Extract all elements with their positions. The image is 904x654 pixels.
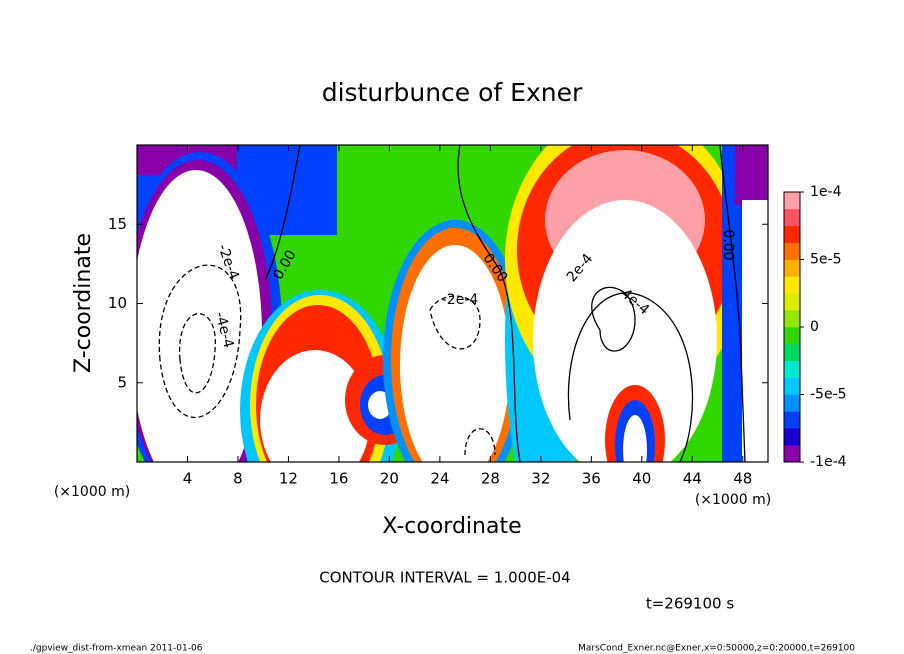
contour-label: 0.00 [720,229,736,260]
colorbar-tick-label: 5e-5 [810,252,841,268]
colorbar-segment [784,445,800,463]
colorbar-segment [784,394,800,412]
colorbar-segment [784,428,800,446]
x-unit-label: (×1000 m) [695,492,771,508]
x-tick-label: 4 [183,470,193,488]
colorbar-segment [784,192,800,210]
colorbar-segment [784,360,800,378]
x-tick-label: 44 [683,470,702,488]
contour-label: -2e-4 [442,292,479,308]
contour-field [137,145,768,462]
colorbar-segment [784,242,800,260]
x-tick-label: 36 [582,470,601,488]
x-tick-label: 8 [233,470,243,488]
colorbar-tick-label: -1e-4 [810,454,847,470]
colorbar-segment [784,293,800,311]
x-tick-label: 12 [279,470,298,488]
y-tick-label: 5 [117,373,127,391]
time-label: t=269100 s [646,595,734,613]
colorbar-segment [784,225,800,243]
colorbar-segment [784,377,800,395]
chart-title: disturbunce of Exner [322,78,583,107]
x-tick-label: 28 [481,470,500,488]
x-tick-label: 20 [380,470,399,488]
colorbar-segment [784,343,800,362]
colorbar-tick-label: 1e-4 [810,184,842,200]
x-tick-label: 40 [632,470,651,488]
x-tick-label: 48 [733,470,752,488]
colorbar-segment [784,310,800,328]
colorbar-segment [784,259,800,277]
y-tick-label: 15 [108,215,127,233]
colorbar-segment [784,411,800,429]
colorbar-segment [784,327,800,345]
footer-left: ./gpview_dist-from-xmean 2011-01-06 [30,644,203,654]
x-tick-label: 24 [430,470,449,488]
colorbar-tick-label: 0 [810,319,819,335]
x-tick-label: 32 [531,470,550,488]
x-axis-label: X-coordinate [382,514,521,539]
colorbar-segment [784,208,800,227]
x-tick-label: 16 [329,470,348,488]
x-unit-label: (×1000 m) [54,484,130,500]
footer-right: MarsCond_Exner.nc@Exner,x=0:50000,z=0:20… [578,644,855,654]
contour-interval: CONTOUR INTERVAL = 1.000E-04 [319,569,570,587]
y-axis-label: Z-coordinate [71,233,96,373]
colorbar-segment [784,276,800,294]
y-tick-label: 10 [108,294,127,312]
colorbar-tick-label: -5e-5 [810,387,847,403]
